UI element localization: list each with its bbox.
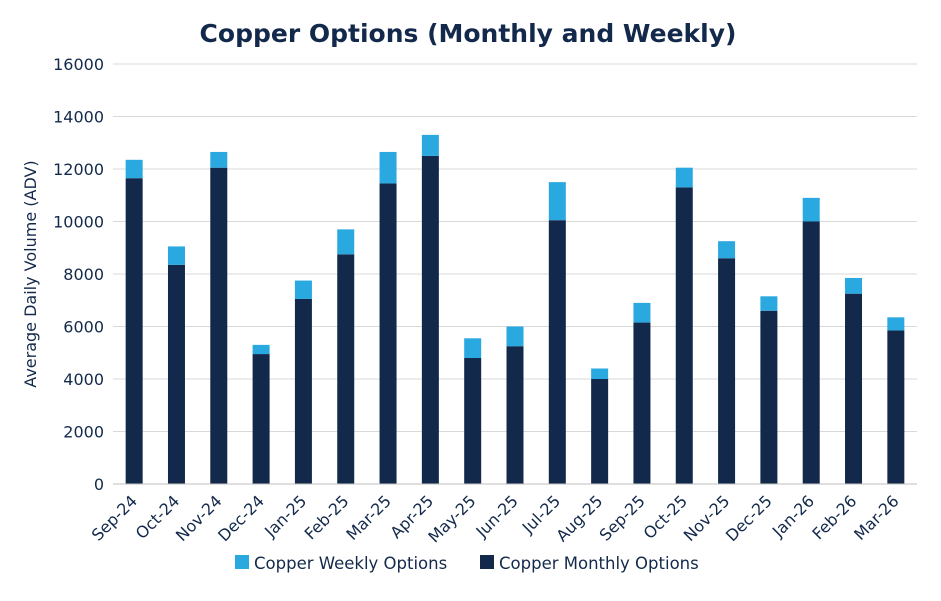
bar-monthly	[548, 220, 566, 484]
y-tick-label: 8000	[63, 265, 104, 284]
y-axis-label: Average Daily Volume (ADV)	[21, 160, 40, 387]
x-tick-label: Sep-25	[596, 491, 649, 544]
bar-weekly	[337, 229, 355, 255]
chart-title: Copper Options (Monthly and Weekly)	[200, 19, 737, 48]
y-tick-label: 2000	[63, 423, 104, 442]
x-axis-ticks: Sep-24Oct-24Nov-24Dec-24Jan-25Feb-25Mar-…	[88, 491, 903, 546]
bar-monthly	[421, 155, 439, 484]
bars	[125, 134, 905, 484]
x-tick-label: Mar-25	[342, 491, 395, 544]
bar-weekly	[548, 182, 566, 221]
bar-monthly	[252, 354, 270, 484]
bar-weekly	[464, 338, 482, 358]
bar-monthly	[718, 258, 736, 484]
x-tick-label: Sep-24	[88, 491, 141, 544]
y-tick-label: 6000	[63, 318, 104, 337]
bar-monthly	[379, 183, 397, 484]
bar-monthly	[167, 264, 185, 484]
x-tick-label: Jan-26	[768, 491, 818, 541]
bar-monthly	[125, 178, 143, 484]
bar-monthly	[506, 346, 524, 484]
bar-weekly	[887, 317, 905, 331]
bar-weekly	[421, 134, 439, 156]
x-tick-label: Jun-25	[472, 491, 522, 541]
bar-weekly	[802, 197, 820, 222]
bar-weekly	[294, 280, 312, 299]
bar-monthly	[464, 358, 482, 484]
bar-weekly	[845, 277, 863, 294]
bar-monthly	[633, 322, 651, 484]
x-tick-label: Dec-25	[722, 491, 776, 545]
y-tick-label: 4000	[63, 370, 104, 389]
bar-weekly	[125, 159, 143, 179]
x-tick-label: Dec-24	[214, 491, 268, 545]
y-axis-ticks: 0 2000 4000 6000 8000 10000 12000 14000 16000	[53, 55, 104, 494]
legend: Copper Weekly Options Copper Monthly Opt…	[235, 554, 699, 573]
x-tick-label: Nov-25	[680, 491, 734, 545]
bar-weekly	[506, 326, 524, 347]
bar-weekly	[633, 302, 651, 323]
bar-monthly	[210, 167, 228, 484]
y-tick-label: 16000	[53, 55, 104, 74]
bar-monthly	[675, 187, 693, 484]
x-tick-label: Mar-26	[850, 491, 903, 544]
x-tick-label: Feb-25	[301, 491, 353, 543]
bar-monthly	[591, 379, 609, 484]
y-tick-label: 12000	[53, 160, 104, 179]
x-tick-label: Aug-25	[552, 491, 606, 545]
legend-label-weekly: Copper Weekly Options	[254, 554, 447, 573]
x-tick-label: Feb-26	[808, 491, 860, 543]
x-tick-label: May-25	[424, 491, 479, 546]
bar-monthly	[887, 330, 905, 484]
y-tick-label: 0	[94, 475, 104, 494]
bar-weekly	[718, 241, 736, 259]
bar-weekly	[252, 344, 270, 355]
bar-monthly	[294, 298, 312, 484]
bar-monthly	[802, 221, 820, 484]
bar-weekly	[591, 368, 609, 379]
bar-weekly	[675, 167, 693, 188]
y-tick-label: 10000	[53, 213, 104, 232]
legend-swatch-monthly	[480, 555, 494, 569]
bar-monthly	[760, 310, 778, 484]
bar-weekly	[167, 246, 185, 265]
bar-weekly	[760, 296, 778, 311]
bar-monthly	[845, 293, 863, 484]
y-tick-label: 14000	[53, 108, 104, 127]
bar-weekly	[379, 151, 397, 184]
legend-label-monthly: Copper Monthly Options	[499, 554, 699, 573]
bar-monthly	[337, 254, 355, 484]
x-tick-label: Nov-24	[172, 491, 226, 545]
bar-weekly	[210, 151, 228, 168]
legend-swatch-weekly	[235, 555, 249, 569]
x-tick-label: Jan-25	[260, 491, 310, 541]
